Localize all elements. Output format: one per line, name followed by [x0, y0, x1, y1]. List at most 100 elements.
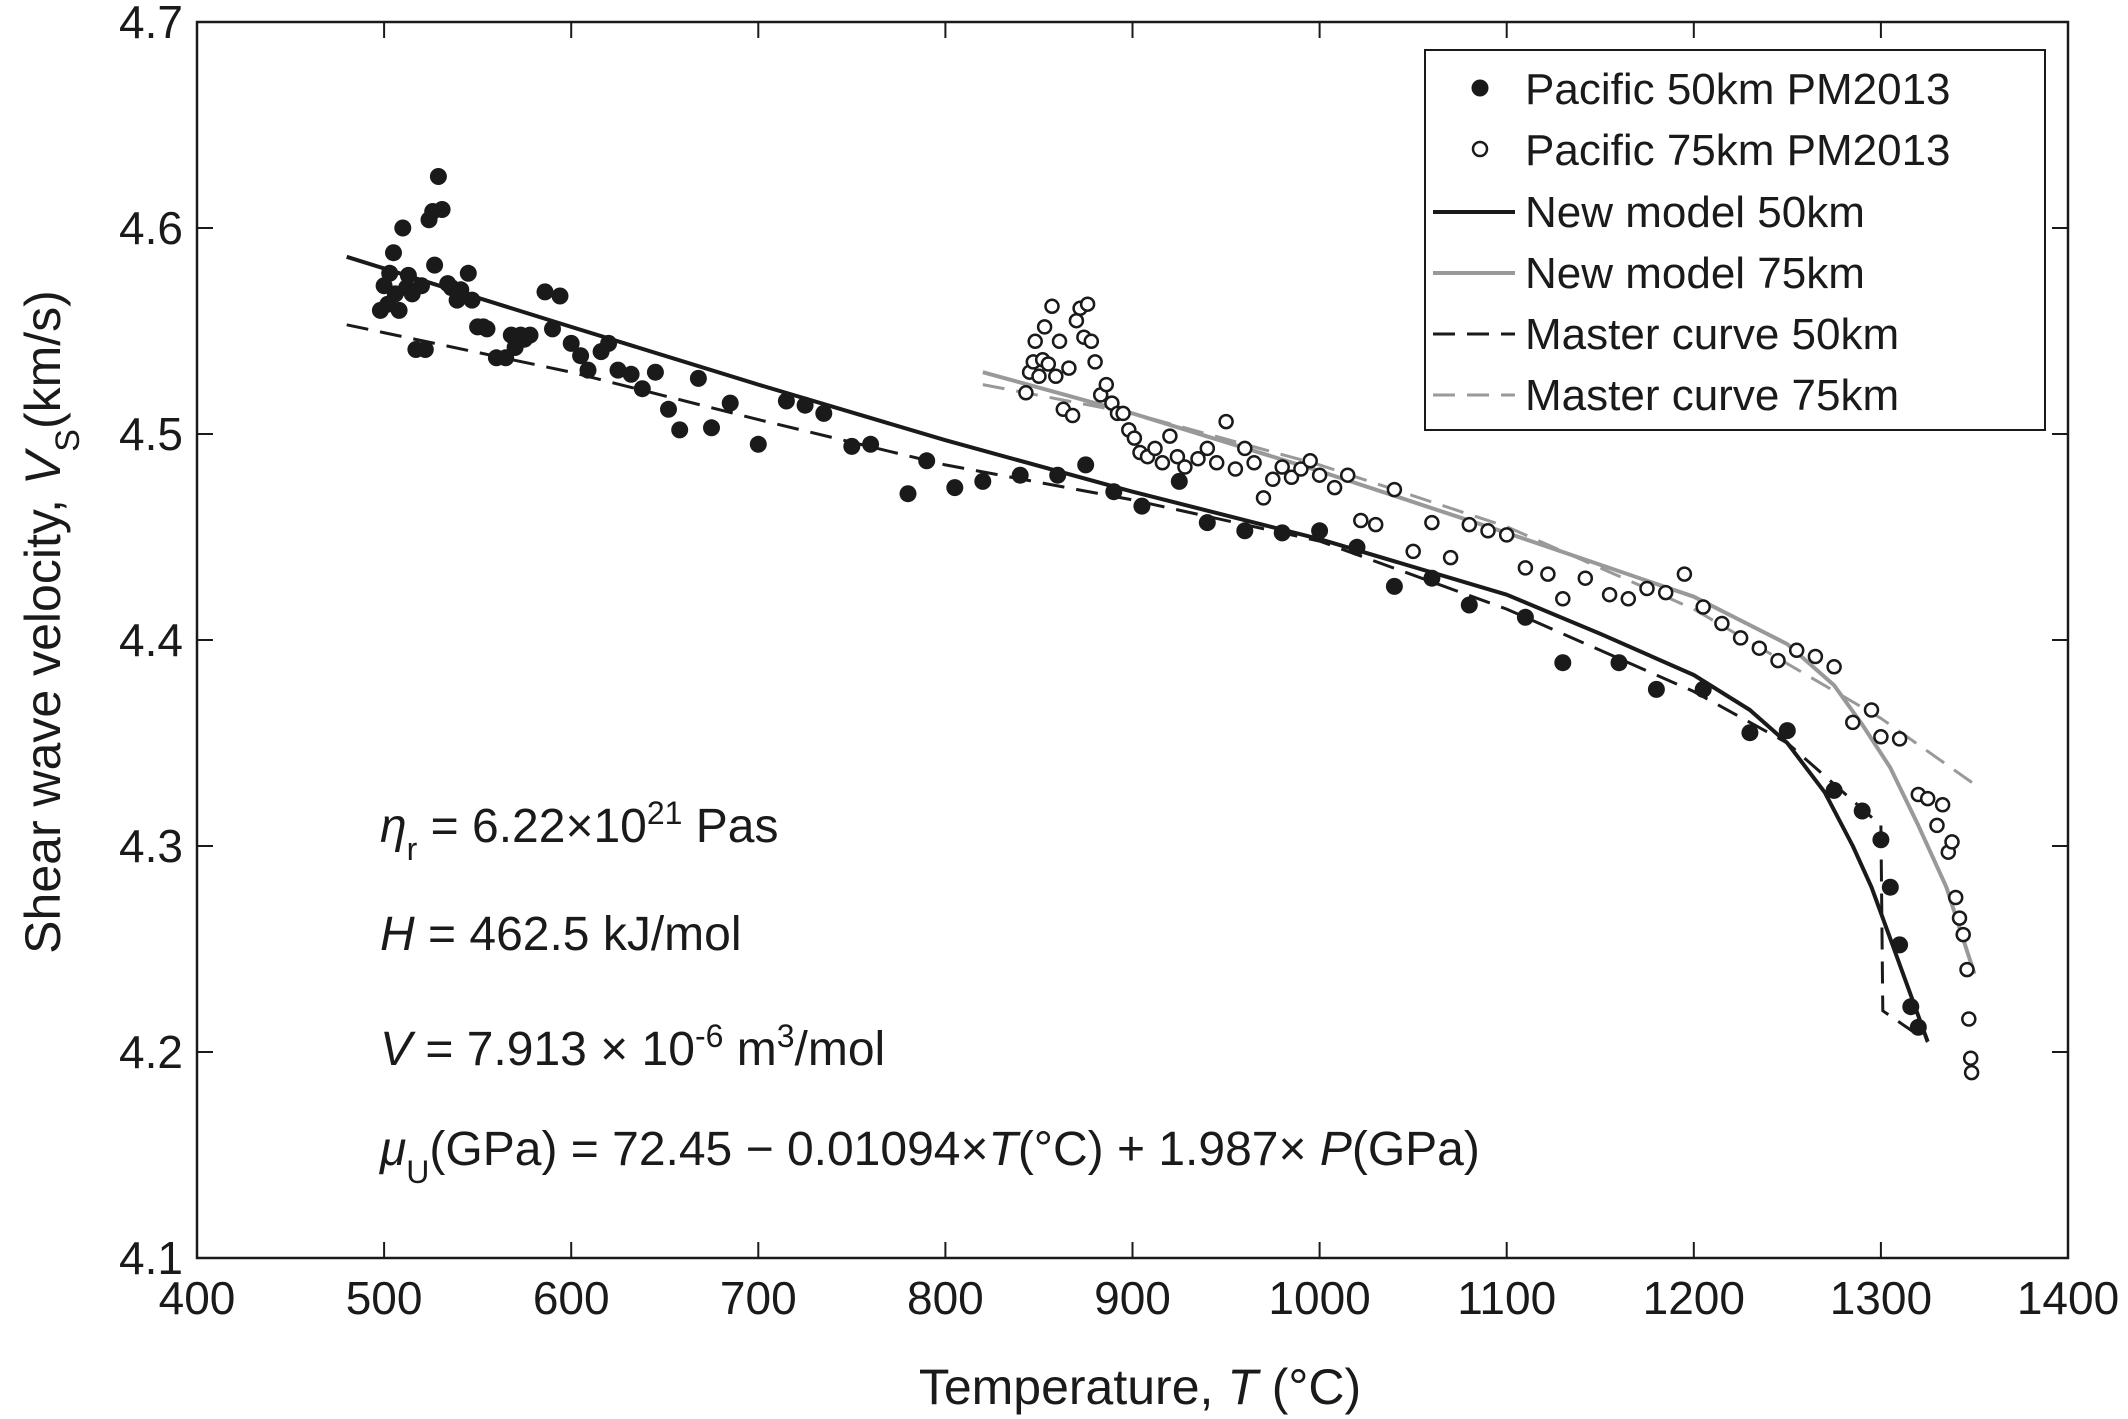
data-point	[1610, 654, 1628, 672]
series-points-pacific-50km-pm2013	[371, 168, 1927, 1036]
data-point	[1461, 516, 1478, 533]
data-point	[660, 400, 677, 418]
data-point	[1826, 659, 1842, 675]
data-point	[1919, 790, 1936, 807]
x-tick-label: 500	[346, 1272, 423, 1324]
data-point	[562, 334, 580, 352]
data-point	[1853, 802, 1871, 820]
data-point	[1540, 566, 1556, 582]
data-point	[1339, 467, 1356, 483]
data-point	[1049, 466, 1067, 484]
legend-label: Master curve 50km	[1525, 310, 1899, 359]
model-parameters: ηr = 6.22×1021 Pas H = 462.5 kJ/mol V = …	[378, 795, 1480, 1190]
data-point	[1048, 368, 1064, 385]
data-point	[1031, 368, 1047, 385]
data-point	[1788, 642, 1805, 659]
data-point	[1405, 543, 1421, 560]
legend-marker-open-circle	[1471, 140, 1489, 158]
data-point	[413, 277, 430, 295]
data-point	[1293, 461, 1309, 477]
legend-entry-master-curve-75km: Master curve 75km	[1433, 371, 1899, 420]
data-point	[1714, 615, 1730, 632]
legend-entry-master-curve-50km: Master curve 50km	[1433, 310, 1899, 359]
data-point	[1442, 549, 1459, 566]
data-point	[459, 264, 477, 282]
series-line-new-model-50km	[346, 254, 1930, 1043]
x-tick-label: 900	[1094, 1272, 1171, 1324]
data-point	[1845, 714, 1861, 731]
data-point	[1154, 455, 1171, 471]
legend-entry-pacific-75km: Pacific 75km PM2013	[1471, 126, 1951, 175]
data-point	[1961, 1011, 1977, 1027]
data-point	[1274, 459, 1290, 475]
data-point	[1283, 469, 1300, 486]
data-point	[433, 201, 451, 218]
y-axis-label: Shear wave velocity, VS(km/s)	[15, 290, 87, 954]
data-point	[703, 419, 720, 437]
data-point	[1236, 522, 1254, 540]
data-point	[721, 394, 739, 412]
legend: Pacific 50km PM2013 Pacific 75km PM2013 …	[1424, 49, 2046, 431]
data-point	[1577, 570, 1594, 586]
annotation-shear-modulus: μU(GPa) = 72.45 − 0.01094×T(°C) + 1.987×…	[378, 1123, 1480, 1190]
data-point	[1902, 998, 1920, 1016]
legend-entry-new-model-50km: New model 50km	[1433, 188, 1865, 237]
plot-frame	[195, 20, 2070, 1260]
data-point	[1068, 312, 1085, 329]
annotation-enthalpy: H = 462.5 kJ/mol	[380, 908, 742, 961]
data-point	[1018, 385, 1034, 401]
data-point	[1367, 516, 1384, 533]
data-point	[1198, 514, 1216, 532]
data-point	[974, 472, 992, 490]
data-point	[1881, 878, 1899, 896]
data-point	[1639, 580, 1655, 597]
data-point	[1807, 648, 1824, 665]
legend-marker-filled-circle	[1471, 79, 1489, 97]
data-point	[478, 320, 496, 338]
data-point	[399, 266, 417, 284]
data-point	[1162, 428, 1178, 444]
data-point	[1036, 319, 1053, 335]
data-point	[1199, 440, 1216, 457]
data-point	[1246, 455, 1262, 471]
data-point	[1098, 376, 1115, 393]
data-point	[1647, 680, 1665, 698]
data-point	[394, 219, 412, 237]
legend-label: Pacific 75km PM2013	[1525, 126, 1951, 175]
data-point	[579, 361, 597, 379]
legend-entry-pacific-50km: Pacific 50km PM2013	[1471, 65, 1951, 114]
data-point	[1133, 497, 1151, 515]
data-point	[1909, 1018, 1927, 1036]
legend-label: New model 75km	[1525, 249, 1865, 298]
data-point	[1169, 448, 1186, 465]
data-point	[1227, 461, 1244, 477]
x-tick-label: 1200	[1643, 1272, 1745, 1324]
data-point	[572, 347, 590, 365]
data-point	[1105, 483, 1123, 501]
data-point	[1273, 524, 1291, 542]
data-point	[521, 326, 539, 344]
data-point	[815, 404, 833, 422]
x-axis-label: Temperature, T (°C)	[919, 1359, 1361, 1415]
data-point	[622, 365, 640, 383]
data-point	[381, 264, 399, 282]
data-point	[1208, 455, 1225, 471]
data-point	[1517, 560, 1534, 576]
data-point	[1040, 356, 1057, 372]
data-point	[1147, 440, 1163, 457]
series-layer	[346, 168, 1980, 1081]
data-point	[1959, 961, 1975, 978]
x-tick-label: 600	[533, 1272, 610, 1324]
x-tick-label: 1100	[1457, 1272, 1556, 1324]
data-point	[1302, 453, 1318, 469]
annotation-eta: ηr = 6.22×1021 Pas	[380, 795, 779, 867]
data-point	[1190, 450, 1206, 467]
series-points-pacific-75km-pm2013	[1018, 296, 1980, 1081]
data-point	[1348, 538, 1366, 556]
y-tick-label: 4.2	[119, 1026, 183, 1078]
data-point	[1947, 889, 1964, 906]
data-point	[1255, 490, 1272, 506]
data-point	[1311, 467, 1328, 483]
data-point	[1944, 834, 1960, 850]
data-point	[1695, 599, 1711, 615]
